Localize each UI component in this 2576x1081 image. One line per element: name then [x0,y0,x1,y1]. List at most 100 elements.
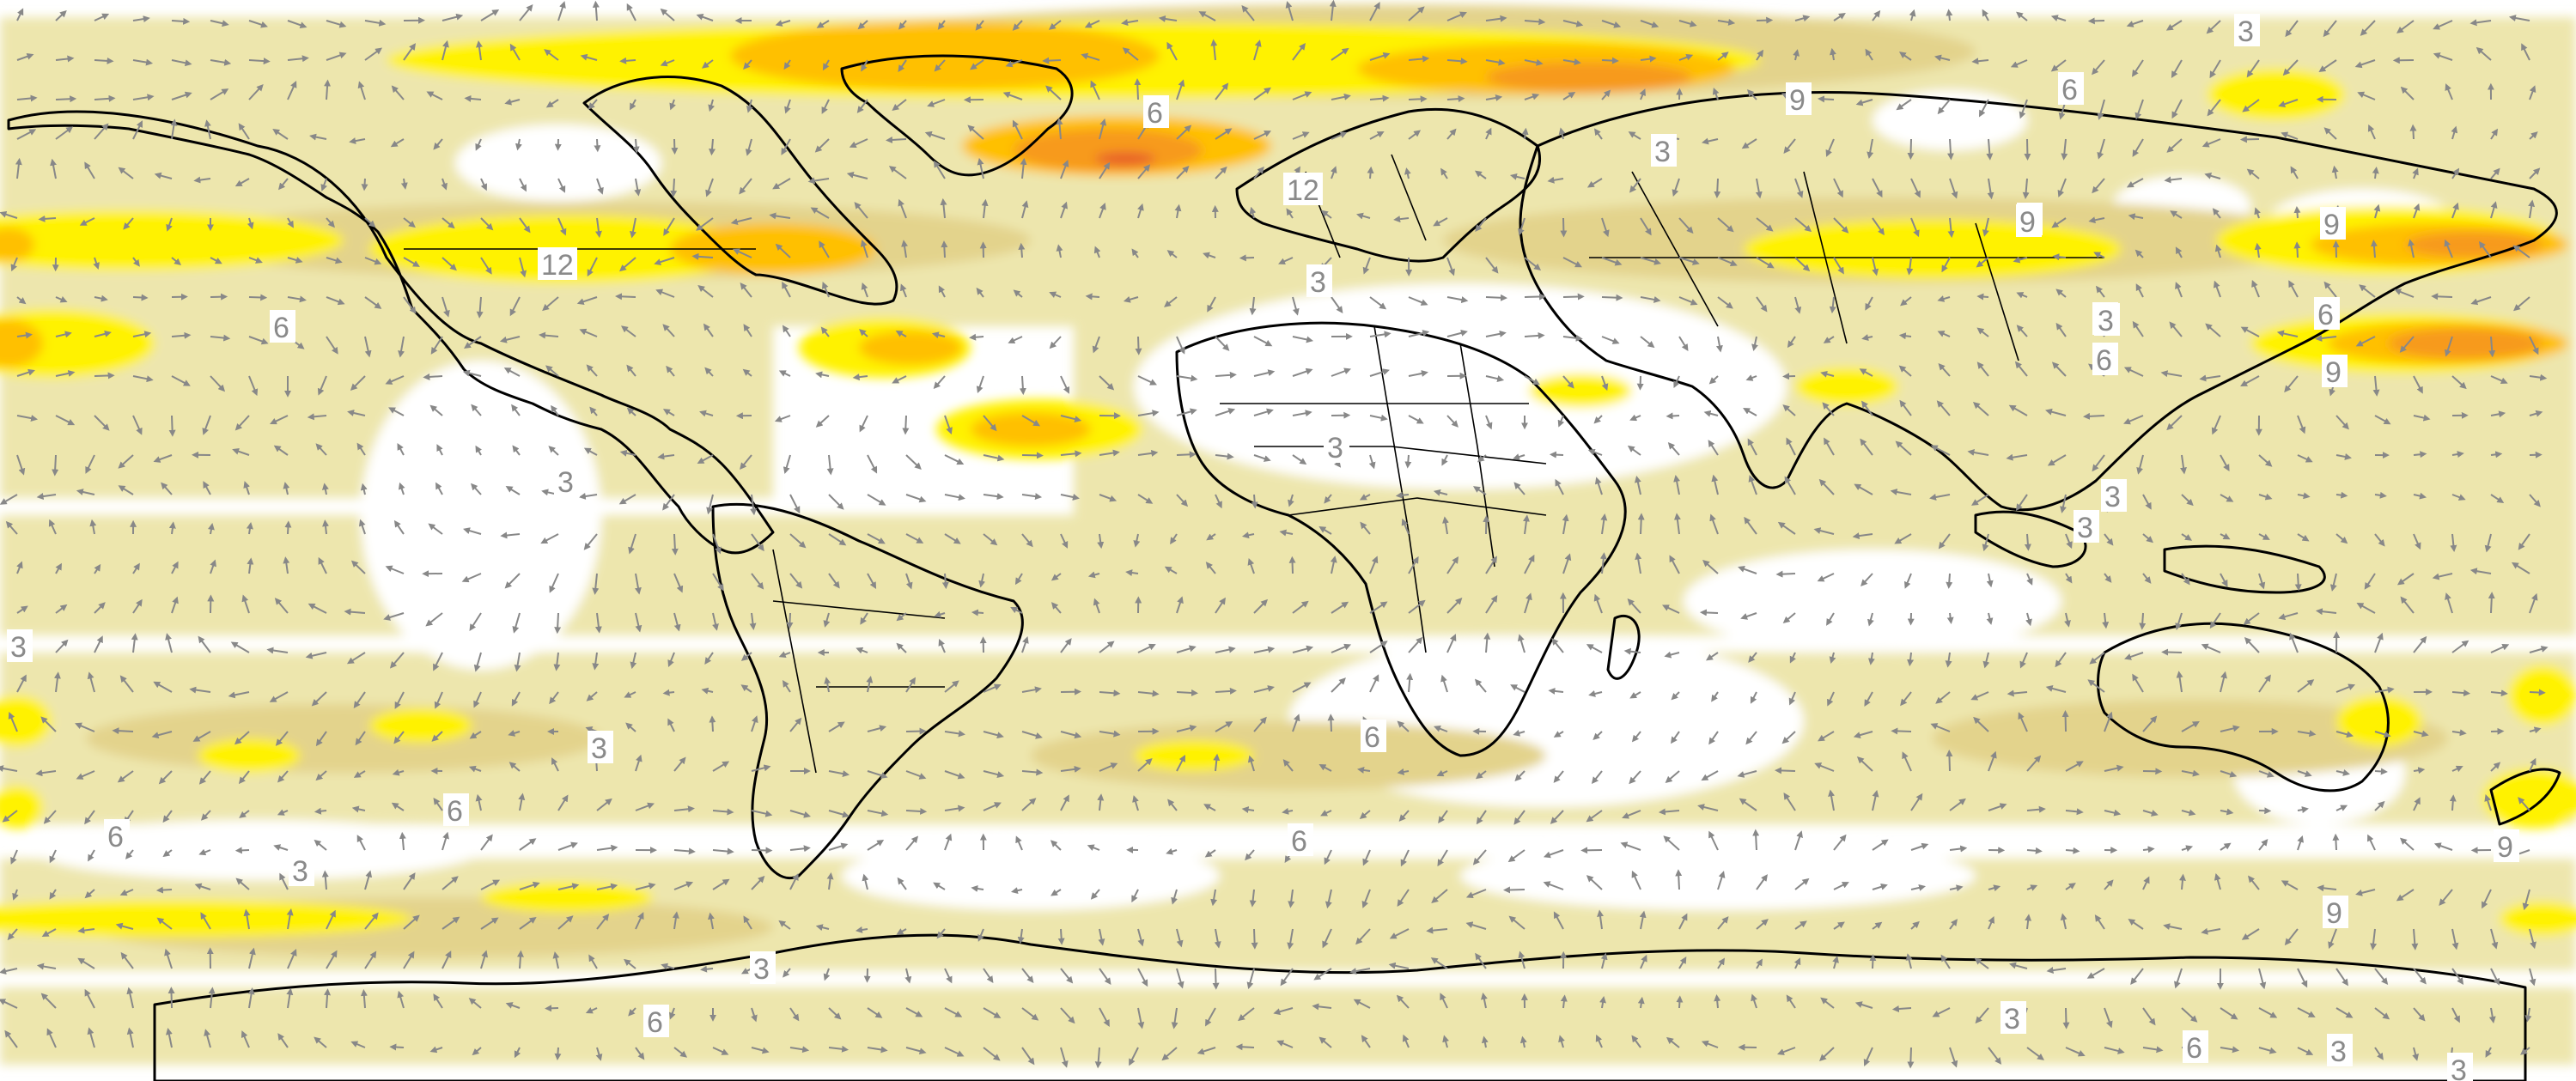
wind-vector-field [0,0,2549,1069]
wind-vector-arrow [1369,94,1390,102]
wind-vector-arrow [1253,408,1274,416]
wind-vector-arrow [821,99,830,114]
wind-vector-arrow [1331,131,1348,140]
wind-vector-arrow [1937,331,1951,337]
wind-vector-arrow [1634,475,1641,495]
wind-vector-arrow [981,198,989,219]
wind-vector-arrow [1093,246,1101,258]
wind-vector-arrow [732,248,752,258]
wind-vector-arrow [1524,18,1546,26]
wind-vector-arrow [901,240,909,258]
wind-vector-arrow [1368,454,1376,470]
wind-vector-arrow [886,136,907,143]
wind-vector-arrow [1099,375,1115,391]
wind-vector-arrow [670,178,678,197]
wind-vector-arrow [1672,178,1680,197]
wind-vector-arrow [1137,164,1151,179]
wind-vector-arrow [475,138,482,151]
wind-vector-arrow [671,533,679,556]
shading-layer [0,4,2576,1065]
wind-vector-arrow [730,217,752,225]
wind-vector-arrow [2413,375,2423,394]
wind-vector-arrow [1288,494,1294,507]
wind-vector-arrow [504,98,521,106]
wind-vector-arrow [2372,375,2380,397]
wind-vector-arrow [2061,138,2068,161]
wind-vector-arrow [746,99,753,113]
wind-vector-arrow [2281,131,2299,140]
wind-vector-arrow [1253,87,1271,100]
wind-vector-arrow [118,485,134,495]
wind-vector-arrow [2097,138,2105,160]
wind-vector-arrow [2400,86,2415,100]
wind-vector-arrow [1210,39,1218,61]
wind-vector-arrow [1747,438,1757,456]
wind-vector-arrow [2490,201,2498,219]
wind-vector-arrow [16,94,38,102]
wind-vector-arrow [480,257,492,275]
wind-vector-arrow [1235,1043,1255,1051]
contour-label: 3 [2330,1035,2347,1068]
wind-vector-arrow [2294,573,2302,592]
wind-vector-arrow [1562,334,1583,342]
wind-vector-arrow [1292,91,1312,100]
wind-vector-arrow [1861,334,1873,341]
wind-vector-arrow [1176,451,1197,459]
wind-vector-arrow [2529,373,2548,381]
wind-vector-arrow [1521,127,1529,140]
wind-vector-arrow [1906,257,1914,276]
wind-vector-arrow [701,59,714,69]
wind-vector-arrow [1947,217,1955,239]
wind-vector-arrow [426,91,443,100]
wind-vector-arrow [234,178,250,187]
wind-vector-arrow [2282,59,2299,76]
wind-vector-arrow [167,987,175,1009]
wind-vector-arrow [892,375,907,384]
wind-vector-arrow [1936,400,1951,416]
wind-vector-arrow [326,20,347,28]
wind-vector-arrow [1524,293,1546,301]
wind-vector-arrow [1485,415,1493,430]
wind-vector-arrow [287,20,308,29]
wind-vector-arrow [2211,415,2221,435]
wind-vector-arrow [1005,59,1023,68]
wind-vector-arrow [1907,138,1915,161]
wind-vector-arrow [364,257,382,265]
wind-vector-arrow [816,20,830,28]
wind-vector-arrow [1640,257,1661,265]
wind-vector-arrow [2050,15,2067,21]
wind-vector-arrow [1164,296,1178,307]
wind-vector-arrow [775,243,791,258]
wind-vector-arrow [662,409,675,416]
wind-vector-arrow [1176,124,1192,140]
wind-vector-arrow [618,494,636,505]
wind-vector-arrow [287,295,307,303]
wind-vector-arrow [55,95,77,103]
wind-vector-arrow [1711,474,1719,495]
wind-vector-arrow [705,178,714,197]
wind-vector-arrow [350,375,366,392]
wind-vector-arrow [783,59,791,70]
wind-vector-arrow [1907,1047,1915,1069]
wind-vector-arrow [1513,482,1526,495]
wind-vector-arrow [2246,168,2260,179]
wind-vector-arrow [1640,295,1661,303]
wind-vector-arrow [1166,250,1178,258]
wind-vector-arrow [1947,138,1954,161]
wind-vector-arrow [892,99,907,112]
contour-label: 9 [1789,84,1806,117]
wind-vector-arrow [2246,59,2260,78]
wind-vector-arrow [596,178,604,195]
wind-vector-arrow [2240,326,2260,337]
wind-vector-arrow [16,296,27,305]
wind-vector-arrow [2123,367,2144,377]
wind-vector-arrow [1249,296,1257,316]
wind-vector-arrow [1930,445,1951,456]
wind-vector-arrow [2065,847,2080,854]
contour-label: 3 [292,855,308,888]
wind-vector-arrow [1783,138,1796,154]
wind-vector-arrow [171,331,192,339]
wind-vector-arrow [660,59,675,67]
wind-vector-arrow [2006,453,2028,461]
wind-vector-arrow [576,296,598,306]
